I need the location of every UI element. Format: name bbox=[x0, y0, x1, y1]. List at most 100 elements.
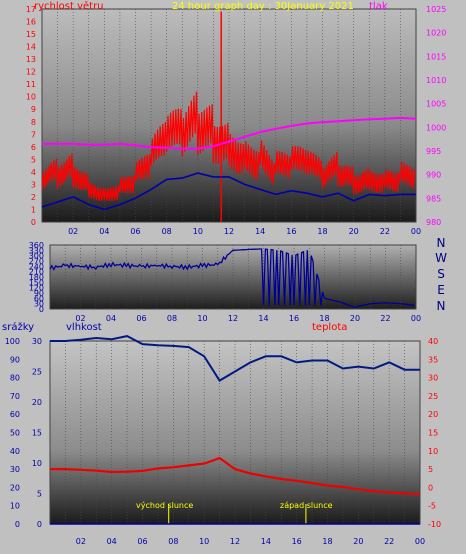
x-tick: 08 bbox=[168, 537, 178, 546]
wind-y-tick: 15 bbox=[26, 30, 36, 39]
x-tick: 16 bbox=[286, 227, 296, 236]
direction-y-tick: 150 bbox=[29, 278, 44, 287]
wind-speed-axis-label: rychlost větru bbox=[34, 0, 104, 12]
precip-y-tick: 70 bbox=[10, 392, 20, 401]
humidity-y-tick: 30 bbox=[32, 337, 42, 346]
pressure-y-tick: 990 bbox=[426, 171, 441, 180]
x-tick: 20 bbox=[349, 227, 359, 236]
x-tick: 16 bbox=[289, 314, 299, 323]
direction-y-tick: 360 bbox=[29, 241, 44, 250]
wind-avg-line bbox=[41, 172, 416, 211]
direction-y-tick: 180 bbox=[29, 273, 44, 282]
x-tick: 02 bbox=[76, 537, 86, 546]
precip-y-tick: 80 bbox=[10, 374, 20, 383]
x-tick: 16 bbox=[292, 537, 302, 546]
pressure-y-tick: 1010 bbox=[426, 76, 446, 85]
x-tick: 02 bbox=[68, 227, 78, 236]
temperature-line bbox=[50, 456, 421, 496]
precip-y-tick: 40 bbox=[10, 447, 20, 456]
x-tick: 04 bbox=[107, 537, 117, 546]
x-tick: 12 bbox=[228, 314, 238, 323]
x-tick: 08 bbox=[167, 314, 177, 323]
x-tick: 06 bbox=[130, 227, 140, 236]
x-tick: 06 bbox=[137, 537, 147, 546]
x-tick: 06 bbox=[136, 314, 146, 323]
temp-axes: 0102030405060708090100051015202530-10-50… bbox=[5, 337, 441, 546]
x-tick: 00 bbox=[411, 227, 421, 236]
temperature-axis-label: teplota bbox=[312, 322, 347, 333]
wind-y-tick: 11 bbox=[26, 80, 36, 89]
x-tick: 04 bbox=[99, 227, 109, 236]
direction-plot bbox=[49, 248, 415, 308]
wind-speed-line bbox=[41, 91, 416, 201]
wind-y-tick: 2 bbox=[31, 193, 36, 202]
wind-y-tick: 6 bbox=[31, 143, 36, 152]
wind-y-tick: 8 bbox=[31, 118, 36, 127]
wind-plot bbox=[41, 11, 417, 222]
sunrise-label: východ slunce bbox=[136, 501, 193, 510]
pressure-y-tick: 1005 bbox=[426, 100, 446, 109]
humidity-y-tick: 5 bbox=[37, 490, 42, 499]
precip-y-tick: 0 bbox=[15, 520, 20, 529]
humidity-line bbox=[50, 335, 420, 382]
x-tick: 22 bbox=[380, 314, 390, 323]
wind-direction-line bbox=[49, 248, 415, 308]
compass-label: N bbox=[437, 236, 446, 250]
direction-y-tick: 60 bbox=[34, 294, 44, 303]
wind-y-tick: 1 bbox=[31, 205, 36, 214]
pressure-y-tick: 985 bbox=[426, 194, 441, 203]
wind-y-tick: 7 bbox=[31, 130, 36, 139]
precip-y-tick: 20 bbox=[10, 483, 20, 492]
wind-y-tick: 3 bbox=[31, 180, 36, 189]
precipitation-axis-label: srážky bbox=[2, 321, 34, 333]
x-tick: 04 bbox=[106, 314, 116, 323]
x-tick: 14 bbox=[255, 227, 265, 236]
direction-panel bbox=[49, 244, 417, 310]
temperature-y-tick: -10 bbox=[428, 520, 441, 529]
humidity-y-tick: 20 bbox=[32, 398, 42, 407]
direction-y-tick: 30 bbox=[34, 300, 44, 309]
x-tick: 10 bbox=[193, 227, 203, 236]
wind-y-tick: 14 bbox=[26, 43, 36, 52]
temperature-y-tick: 20 bbox=[428, 410, 438, 419]
compass-label: E bbox=[437, 283, 445, 297]
direction-y-tick: 210 bbox=[29, 268, 44, 277]
wind-y-tick: 17 bbox=[26, 5, 36, 14]
precip-y-tick: 50 bbox=[10, 429, 20, 438]
direction-y-tick: 0 bbox=[39, 305, 44, 314]
wind-y-tick: 5 bbox=[31, 155, 36, 164]
precip-y-tick: 10 bbox=[10, 502, 20, 511]
pressure-axis-label: tlak bbox=[369, 1, 388, 12]
temp-grid bbox=[49, 341, 421, 524]
wind-y-tick: 9 bbox=[31, 105, 36, 114]
wind-y-tick: 0 bbox=[31, 218, 36, 227]
direction-y-tick: 330 bbox=[29, 246, 44, 255]
x-tick: 20 bbox=[353, 537, 363, 546]
precip-y-tick: 90 bbox=[10, 355, 20, 364]
temperature-y-tick: -5 bbox=[428, 502, 436, 511]
humidity-y-tick: 15 bbox=[32, 429, 42, 438]
temperature-y-tick: 25 bbox=[428, 392, 438, 401]
chart-title: 24 hour graph day : 30January 2021 bbox=[172, 1, 354, 12]
compass-label: S bbox=[437, 267, 445, 281]
wind-y-tick: 4 bbox=[31, 168, 36, 177]
temperature-y-tick: 10 bbox=[428, 447, 438, 456]
pressure-line bbox=[42, 116, 417, 150]
temperature-y-tick: 40 bbox=[428, 337, 438, 346]
precip-y-tick: 60 bbox=[10, 410, 20, 419]
x-tick: 18 bbox=[322, 537, 332, 546]
temp-plot bbox=[50, 335, 421, 525]
humidity-y-tick: 0 bbox=[37, 520, 42, 529]
wind-y-tick: 10 bbox=[26, 93, 36, 102]
temperature-y-tick: 5 bbox=[428, 465, 433, 474]
x-tick: 14 bbox=[261, 537, 271, 546]
x-tick: 10 bbox=[199, 537, 209, 546]
x-tick: 08 bbox=[162, 227, 172, 236]
temperature-y-tick: 0 bbox=[428, 483, 433, 492]
pressure-y-tick: 1020 bbox=[426, 29, 446, 38]
pressure-y-tick: 1015 bbox=[426, 52, 446, 61]
direction-y-tick: 240 bbox=[29, 262, 44, 271]
compass-label: N bbox=[437, 299, 446, 313]
x-tick: 20 bbox=[350, 314, 360, 323]
